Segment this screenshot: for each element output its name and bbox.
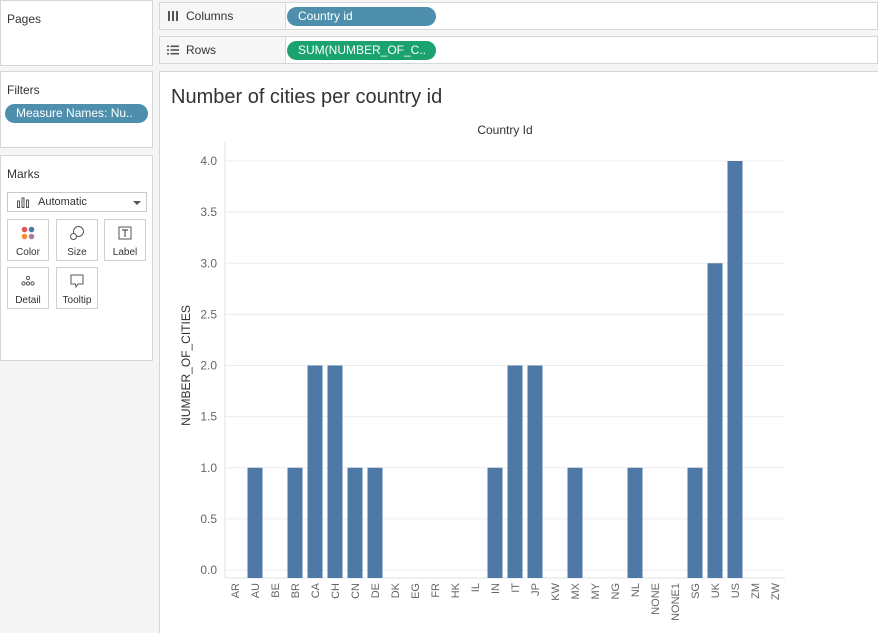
x-tick-label: MY — [590, 582, 602, 599]
sheet-title: Number of cities per country id — [171, 86, 443, 108]
filter-pill-measure-names[interactable]: Measure Names: Nu.. — [5, 104, 148, 123]
x-tick-label: SG — [690, 583, 702, 599]
x-tick-label: NONE1 — [670, 583, 682, 621]
x-tick-label: JP — [530, 583, 542, 596]
x-tick-label: FR — [430, 583, 442, 598]
x-tick-label: NL — [630, 583, 642, 597]
bar-chart: 0.0 0.5 1.0 1.5 2.0 2.5 3.0 3.5 4.0 Country Id NUM… — [179, 123, 785, 621]
marks-card: Marks Automatic Color — [0, 155, 153, 361]
x-tick-label: US — [730, 583, 742, 598]
x-tick-label: IN — [490, 583, 502, 594]
x-tick-label: MX — [570, 582, 582, 599]
color-button-label: Color — [16, 247, 40, 258]
chevron-down-icon — [133, 201, 141, 205]
x-tick-label: CN — [350, 583, 362, 599]
color-button[interactable]: Color — [7, 219, 49, 261]
x-tick-label: BE — [270, 583, 282, 598]
y-tick-label: 4.0 — [200, 154, 217, 168]
columns-pill-country-id[interactable]: Country id — [287, 7, 436, 26]
bar-nl — [627, 467, 643, 578]
worksheet-view: Number of cities per country id 0.0 0.5 1.… — [159, 71, 878, 633]
y-tick-label: 2.5 — [200, 307, 217, 321]
x-tick-label: IT — [510, 583, 522, 593]
size-button[interactable]: Size — [56, 219, 98, 261]
rows-pill-sum-number-of-cities[interactable]: SUM(NUMBER_OF_C.. — [287, 41, 436, 60]
tooltip-icon — [57, 273, 97, 289]
rows-shelf-label: Rows — [160, 37, 286, 63]
x-tick-label: UK — [710, 582, 722, 598]
rows-label-text: Rows — [186, 43, 217, 57]
filters-card-title: Filters — [7, 83, 40, 97]
bar-cn — [347, 467, 363, 578]
x-tick-label: DE — [370, 583, 382, 598]
y-tick-label: 2.0 — [200, 359, 217, 373]
x-tick-label: EG — [410, 583, 422, 599]
bar-us — [727, 161, 743, 578]
bar-it — [507, 365, 523, 578]
tooltip-button[interactable]: Tooltip — [56, 267, 98, 309]
x-tick-label: ZW — [770, 582, 782, 600]
rows-shelf[interactable]: Rows SUM(NUMBER_OF_C.. — [159, 36, 878, 64]
bar-mx — [567, 467, 583, 578]
y-tick-label: 0.0 — [200, 563, 217, 577]
x-tick-label: HK — [450, 582, 462, 598]
tooltip-button-label: Tooltip — [62, 295, 92, 306]
mark-type-value: Automatic — [38, 196, 87, 208]
pages-card[interactable]: Pages — [0, 0, 153, 66]
x-tick-label: BR — [290, 583, 302, 598]
bar-de — [367, 467, 383, 578]
filters-card: Filters Measure Names: Nu.. — [0, 71, 153, 148]
y-tick-label: 3.0 — [200, 256, 217, 270]
bar-br — [287, 467, 303, 578]
columns-shelf-label: Columns — [160, 3, 286, 29]
x-tick-label: CH — [330, 583, 342, 599]
mark-type-select[interactable]: Automatic — [7, 192, 147, 212]
size-icon — [57, 225, 97, 241]
detail-icon — [8, 273, 48, 289]
y-tick-label: 0.5 — [200, 512, 217, 526]
pages-card-title: Pages — [7, 12, 42, 26]
y-tick-label: 1.0 — [200, 461, 217, 475]
columns-icon — [168, 11, 178, 21]
rows-icon — [167, 45, 179, 55]
y-axis-title: NUMBER_OF_CITIES — [179, 305, 193, 426]
bar-ca — [307, 365, 323, 578]
columns-shelf[interactable]: Columns Country id — [159, 2, 878, 30]
y-tick-label: 3.5 — [200, 205, 217, 219]
label-icon — [105, 225, 145, 241]
label-button[interactable]: Label — [104, 219, 146, 261]
label-button-label: Label — [112, 247, 138, 258]
bar-chart-icon — [17, 197, 29, 208]
bar-ch — [327, 365, 343, 578]
color-dots-icon — [8, 225, 48, 241]
y-tick-label: 1.5 — [200, 410, 217, 424]
x-tick-label: DK — [390, 582, 402, 598]
bar-jp — [527, 365, 543, 578]
bar-au — [247, 467, 263, 578]
detail-button[interactable]: Detail — [7, 267, 49, 309]
bar-sg — [687, 467, 703, 578]
x-tick-label: NG — [610, 583, 622, 600]
columns-label-text: Columns — [186, 9, 234, 23]
x-tick-label: ZM — [750, 583, 762, 599]
x-tick-label: AR — [230, 583, 242, 598]
x-tick-label: AU — [250, 583, 262, 598]
x-axis-title: Country Id — [477, 123, 532, 137]
bar-uk — [707, 263, 723, 578]
detail-button-label: Detail — [15, 295, 41, 306]
x-tick-label: IL — [470, 583, 482, 592]
size-button-label: Size — [67, 247, 87, 258]
x-tick-label: KW — [550, 582, 562, 600]
marks-card-title: Marks — [7, 167, 40, 181]
bar-in — [487, 467, 503, 578]
x-tick-label: CA — [310, 582, 322, 598]
x-tick-label: NONE — [650, 583, 662, 615]
